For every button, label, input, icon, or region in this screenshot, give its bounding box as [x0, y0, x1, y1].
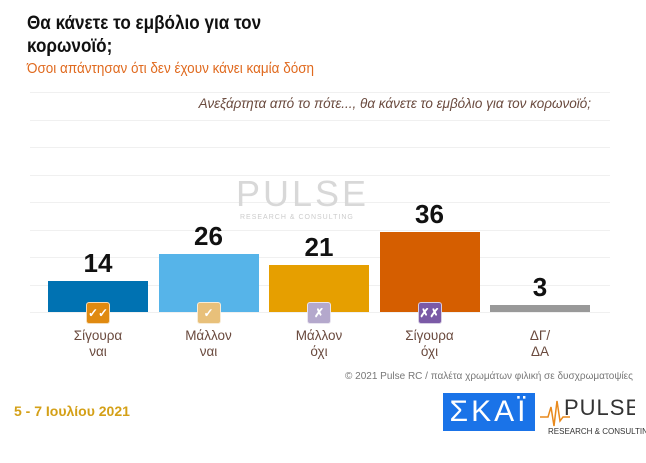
double-cross-icon: ✗✗ [417, 302, 442, 324]
data-label: 26 [194, 221, 223, 252]
category-label: Σίγουρα όχι [405, 328, 454, 359]
category-label: ΔΓ/ ΔΑ [529, 328, 551, 359]
double-check-icon: ✓✓ [86, 302, 110, 324]
category-label: Μάλλον όχι [295, 328, 343, 359]
question-text: Ανεξάρτητα από το πότε..., θα κάνετε το … [198, 96, 591, 111]
gridline [30, 229, 610, 231]
gridline [30, 92, 610, 93]
skai-logo: ΣΚΑΪ [443, 393, 535, 431]
watermark-sub: RESEARCH & CONSULTING [240, 214, 354, 221]
data-label: 14 [83, 247, 113, 278]
check-icon: ✓ [196, 302, 221, 324]
chart-subtitle: Όσοι απάντησαν ότι δεν έχουν κάνει καμία… [27, 60, 315, 77]
data-label: 3 [532, 272, 548, 303]
pulse-logo-text: PULSE [564, 395, 635, 420]
category-label: Μάλλον ναι [185, 328, 232, 359]
data-label: 36 [415, 199, 444, 230]
gridline [30, 257, 610, 258]
gridline [30, 147, 610, 148]
pulse-logo: PULSE [540, 395, 635, 427]
gridline [30, 174, 610, 176]
bar [379, 232, 480, 312]
category-label: Σίγουρα ναι [73, 328, 123, 359]
copyright-note: © 2021 Pulse RC / παλέτα χρωμάτων φιλική… [345, 371, 633, 382]
gridline [30, 202, 610, 203]
data-label: 21 [304, 232, 334, 263]
pulse-logo-sub: RESEARCH & CONSULTING [548, 427, 646, 436]
survey-date: 5 - 7 Ιουλίου 2021 [14, 403, 130, 419]
chart-title: Θα κάνετε το εμβόλιο για τον κορωνοϊό; [27, 13, 262, 57]
bar [490, 305, 590, 312]
cross-icon: ✗ [307, 302, 331, 324]
gridline [30, 119, 610, 121]
watermark-logo: PULSE [236, 173, 370, 214]
